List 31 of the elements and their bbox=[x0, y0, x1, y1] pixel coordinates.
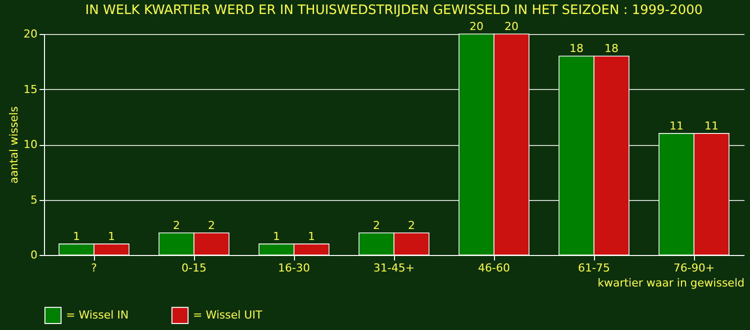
x-tick-label: 76-90+ bbox=[673, 262, 715, 274]
chart-title: IN WELK KWARTIER WERD ER IN THUISWEDSTRIJDEN GEWISSELD IN HET SEIZOEN : 1999-2000 bbox=[85, 3, 703, 18]
data-label: 1 bbox=[108, 230, 115, 243]
data-label: 18 bbox=[604, 42, 618, 56]
data-label: 2 bbox=[408, 218, 415, 232]
x-axis-title: kwartier waar in gewisseld bbox=[598, 276, 744, 290]
data-label: 20 bbox=[470, 20, 484, 33]
y-tick-label: 15 bbox=[24, 82, 38, 96]
data-label: 1 bbox=[308, 230, 315, 243]
y-tick-label: 10 bbox=[24, 138, 38, 151]
data-label: 11 bbox=[704, 119, 718, 132]
y-tick-label: 5 bbox=[30, 193, 38, 206]
data-label: 2 bbox=[173, 218, 180, 232]
data-label: 11 bbox=[670, 119, 684, 132]
y-tick-label: 20 bbox=[24, 28, 38, 40]
x-tick-label: 61-75 bbox=[578, 262, 610, 274]
data-label: 18 bbox=[570, 42, 584, 56]
data-label: 2 bbox=[208, 218, 215, 232]
data-label: 1 bbox=[273, 230, 280, 243]
legend-label: = Wissel IN bbox=[66, 308, 129, 322]
x-tick-label: 16-30 bbox=[278, 262, 310, 274]
data-label: 20 bbox=[504, 20, 518, 33]
x-tick-label: 31-45+ bbox=[373, 262, 415, 274]
legend-label: = Wissel UIT bbox=[193, 308, 262, 322]
data-label: 1 bbox=[73, 230, 80, 243]
x-tick-label: ? bbox=[91, 262, 98, 274]
x-tick-label: 0-15 bbox=[182, 262, 206, 274]
y-axis-title: aantal wissels bbox=[8, 106, 21, 184]
data-label: 2 bbox=[373, 218, 380, 232]
y-tick-label: 0 bbox=[30, 248, 38, 262]
x-tick-label: 46-60 bbox=[478, 262, 510, 274]
